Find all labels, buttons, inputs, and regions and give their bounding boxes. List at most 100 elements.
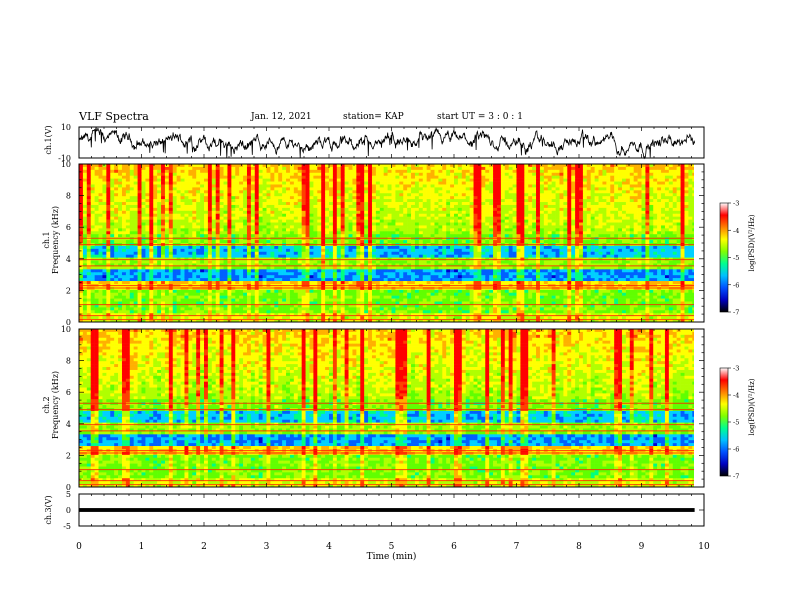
ch1-spectrogram-cell <box>579 193 584 197</box>
ch1-spectrogram-cell <box>211 193 217 197</box>
ch1-spectrogram-cell <box>125 228 131 232</box>
ch1-spectrogram-cell <box>348 204 353 209</box>
ch1-spectrogram-cell <box>676 231 681 235</box>
ch1-spectrogram-cell <box>305 190 310 194</box>
ch1-spectrogram-cell <box>504 248 509 253</box>
ch1-spectrogram-cell <box>94 207 99 212</box>
ch1-spectrogram-cell <box>219 184 224 188</box>
ch1-spectrogram-cell <box>664 202 670 206</box>
ch1-spectrogram-cell <box>235 172 240 177</box>
ch1-spectrogram-cell <box>231 181 236 185</box>
ch1-spectrogram-cell <box>286 193 291 197</box>
ch1-spectrogram-cell <box>329 164 334 168</box>
ch1-spectrogram-cell <box>403 166 408 171</box>
ch1-spectrogram-cell <box>567 216 572 220</box>
ch1-spectrogram-cell <box>496 207 502 212</box>
ch1-spectrogram-cell <box>149 240 154 244</box>
ch1-spectrogram-cell <box>153 237 158 241</box>
ch1-spectrogram-cell <box>438 207 443 212</box>
ch1-spectrogram-cell <box>86 181 92 185</box>
ch1-spectrogram-cell <box>188 207 193 212</box>
ch1-spectrogram-cell <box>125 172 131 177</box>
ch1-spectrogram-cell <box>219 219 224 223</box>
ch1-spectrogram-cell <box>297 166 302 171</box>
ch1-spectrogram-cell <box>250 222 256 226</box>
ch1-spectrogram-cell <box>305 228 310 232</box>
ch1-spectrogram-cell <box>86 190 92 194</box>
ch1-spectrogram-cell <box>305 248 310 253</box>
ch1-spectrogram-cell <box>266 166 271 171</box>
ch1-spectrogram-cell <box>477 225 482 229</box>
ch1-spectrogram-cell <box>614 166 619 171</box>
ch1-spectrogram-cell <box>274 216 279 220</box>
ch1-spectrogram-cell <box>262 207 267 212</box>
ch1-spectrogram-cell <box>614 231 619 235</box>
ch1-spectrogram-cell <box>297 202 302 206</box>
ch1-spectrogram-cell <box>438 178 443 182</box>
ch1-spectrogram-cell <box>223 166 228 171</box>
ch1-spectrogram-cell <box>352 187 357 191</box>
ch1-spectrogram-cell <box>399 190 404 194</box>
ch1-spectrogram-cell <box>579 181 584 185</box>
ch1-spectrogram-cell <box>489 219 494 223</box>
ch1-spectrogram-cell <box>344 184 349 188</box>
ch1-spectrogram-cell <box>79 245 84 250</box>
ch1-spectrogram-cell <box>457 184 463 188</box>
ch1-spectrogram-cell <box>164 164 170 168</box>
ch1-spectrogram-cell <box>352 245 357 250</box>
ch1-spectrogram-cell <box>446 234 451 238</box>
ch1-spectrogram-cell <box>684 219 689 223</box>
ch1-spectrogram-cell <box>274 225 279 229</box>
ch1-spectrogram-cell <box>489 213 494 217</box>
ch1-spectrogram-cell <box>231 228 236 232</box>
ch1-spectrogram-cell <box>145 210 150 215</box>
ch1-spectrogram-cell <box>106 175 111 179</box>
ch1-spectrogram-cell <box>286 196 291 200</box>
ch1-spectrogram-cell <box>102 240 107 244</box>
ch1-spectrogram-cell <box>149 228 154 232</box>
ch1-spectrogram-cell <box>379 187 384 191</box>
ch1-spectrogram-cell <box>575 207 580 212</box>
ch1-spectrogram-cell <box>645 187 650 191</box>
ch1-spectrogram-cell <box>149 248 154 253</box>
ch1-spectrogram-cell <box>98 219 103 223</box>
ch1-spectrogram-cell <box>422 219 427 223</box>
ch1-spectrogram-cell <box>430 187 435 191</box>
ch1-spectrogram-cell <box>500 207 506 212</box>
ch1-spectrogram-cell <box>653 169 658 174</box>
ch1-spectrogram-cell <box>98 175 103 179</box>
ch1-spectrogram-cell <box>664 184 670 188</box>
ch1-spectrogram-cell <box>403 196 408 200</box>
ch1-spectrogram-cell <box>485 222 490 226</box>
ch1-spectrogram-cell <box>161 178 166 182</box>
ch1-spectrogram-cell <box>668 248 674 253</box>
ch1-spectrogram-cell <box>94 222 99 226</box>
ch1-spectrogram-cell <box>536 178 541 182</box>
ch1-spectrogram-cell <box>82 213 88 217</box>
ch1-spectrogram-cell <box>543 169 549 174</box>
ch1-spectrogram-cell <box>325 164 330 168</box>
ch1-spectrogram-cell <box>454 234 459 238</box>
ch1-spectrogram-cell <box>590 225 595 229</box>
ch1-spectrogram-cell <box>204 202 209 206</box>
ch1-spectrogram-cell <box>266 216 271 220</box>
ch1-spectrogram-cell <box>688 213 693 217</box>
ch1-spectrogram-cell <box>102 207 107 212</box>
ch1-spectrogram-cell <box>418 231 424 235</box>
ch1-spectrogram-cell <box>176 234 181 238</box>
ch1-spectrogram-cell <box>250 164 256 168</box>
ch1-spectrogram-cell <box>567 181 572 185</box>
ch1-spectrogram-cell <box>422 181 427 185</box>
ch1-spectrogram-cell <box>520 207 525 212</box>
ch1-spectrogram-cell <box>547 231 552 235</box>
ch1-spectrogram-cell <box>231 248 236 253</box>
ch1-spectrogram-cell <box>86 172 92 177</box>
ch1-spectrogram-cell <box>145 216 150 220</box>
ch1-spectrogram-cell <box>672 245 677 250</box>
ch1-spectrogram-cell <box>403 245 408 250</box>
ch1-spectrogram-cell <box>223 240 228 244</box>
ch1-spectrogram-cell <box>79 213 84 217</box>
ch1-spectrogram-cell <box>254 248 259 253</box>
ch1-spectrogram-cell <box>559 202 564 206</box>
ch1-spectrogram-cell <box>618 166 623 171</box>
